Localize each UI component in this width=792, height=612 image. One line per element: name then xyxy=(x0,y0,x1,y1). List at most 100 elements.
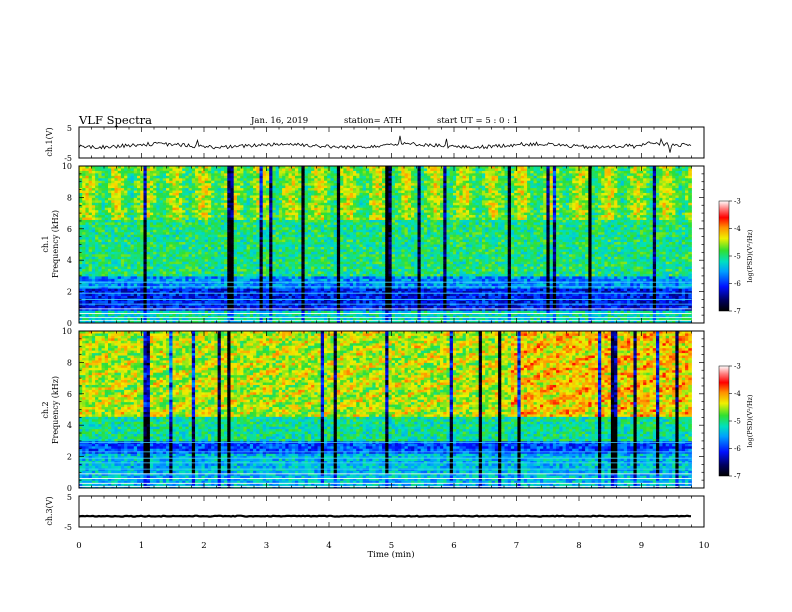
spectrogram-cell xyxy=(311,278,315,282)
spectrogram-cell xyxy=(137,202,141,206)
spectrogram-cell xyxy=(175,264,180,267)
spectrogram-cell xyxy=(265,308,270,312)
spectrogram-cell xyxy=(130,200,135,204)
spectrogram-cell xyxy=(108,298,112,302)
spectrogram-cell xyxy=(162,242,167,245)
spectrogram-cell xyxy=(298,237,302,240)
spectrogram-cell xyxy=(117,166,122,169)
spectrogram-cell xyxy=(178,219,183,223)
spectrogram-cell xyxy=(214,197,219,201)
spectrogram-cell xyxy=(198,266,202,270)
spectrogram-cell xyxy=(298,261,302,265)
spectrogram-cell xyxy=(243,318,248,321)
spectrogram-cell xyxy=(207,190,212,194)
spectrogram-cell xyxy=(137,170,141,174)
spectrogram-cell xyxy=(172,207,177,211)
spectrogram-cell xyxy=(127,178,131,182)
spectrogram-cell xyxy=(82,242,86,245)
spectrogram-cell xyxy=(224,256,228,260)
spectrogram-cell xyxy=(275,197,280,201)
spectrogram-cell xyxy=(230,283,235,287)
spectrogram-cell xyxy=(146,166,151,169)
spectrogram-cell xyxy=(149,168,154,172)
spectrogram-cell xyxy=(298,188,302,191)
spectrogram-cell xyxy=(169,266,173,270)
spectrogram-cell xyxy=(175,178,180,182)
spectrogram-cell xyxy=(269,202,273,206)
spectrogram-cell xyxy=(304,246,309,250)
spectrogram-cell xyxy=(146,197,151,201)
spectrogram-cell xyxy=(169,205,173,209)
spectrogram-cell xyxy=(246,266,251,270)
spectrogram-cell xyxy=(172,229,177,233)
spectrogram-cell xyxy=(111,180,115,184)
spectrogram-cell xyxy=(269,175,273,179)
spectrogram-cell xyxy=(127,192,131,196)
spectrogram-cell xyxy=(140,251,144,255)
spectrogram-cell xyxy=(143,227,148,231)
spectrogram-cell xyxy=(111,276,115,280)
spectrogram-cell xyxy=(178,259,183,263)
spectrogram-cell xyxy=(159,207,164,211)
spectrogram-cell xyxy=(198,288,202,292)
spectrogram-cell xyxy=(307,293,312,297)
spectrogram-cell xyxy=(282,246,286,250)
spectrogram-cell xyxy=(291,310,296,314)
spectrogram-cell xyxy=(262,166,267,169)
spectrogram-cell xyxy=(259,244,264,248)
spectrogram-cell xyxy=(185,293,189,297)
spectrogram-cell xyxy=(307,212,312,216)
spectrogram-cell xyxy=(130,298,135,302)
spectrogram-cell xyxy=(230,178,235,182)
spectrogram-cell xyxy=(185,308,189,312)
spectrogram-cell xyxy=(140,210,144,214)
spectrogram-cell xyxy=(275,192,280,196)
spectrogram-cell xyxy=(262,259,267,263)
spectrogram-cell xyxy=(95,273,99,277)
spectrogram-cell xyxy=(253,242,257,245)
spectrogram-cell xyxy=(124,212,128,216)
spectrogram-cell xyxy=(314,202,318,206)
spectrogram-cell xyxy=(288,173,293,177)
spectrogram-cell xyxy=(191,170,196,174)
spectrogram-cell xyxy=(265,205,270,209)
spectrogram-cell xyxy=(224,286,228,290)
spectrogram-cell xyxy=(243,229,248,233)
spectrogram-cell xyxy=(198,207,202,211)
spectrogram-cell xyxy=(301,237,306,240)
spectrogram-cell xyxy=(188,173,193,177)
spectrogram-cell xyxy=(214,259,219,263)
spectrogram-cell xyxy=(191,197,196,201)
spectrogram-cell xyxy=(133,190,138,194)
spectrogram-cell xyxy=(91,185,96,189)
spectrogram-cell xyxy=(282,305,286,309)
spectrogram-cell xyxy=(175,222,180,226)
spectrogram-cell xyxy=(111,320,115,324)
spectrogram-cell xyxy=(320,210,325,214)
spectrogram-cell xyxy=(262,273,267,277)
ch1-ytick-bottom: -5 xyxy=(64,154,72,163)
spectrogram-cell xyxy=(314,192,318,196)
spectrogram-cell xyxy=(153,180,157,184)
spectrogram-cell xyxy=(195,212,199,216)
spectrogram-cell xyxy=(311,249,315,253)
spectrogram-cell xyxy=(227,254,231,258)
spectrogram-cell xyxy=(246,288,251,292)
spectrogram-cell xyxy=(204,205,209,209)
spectrogram-cell xyxy=(230,219,235,223)
spectrogram-cell xyxy=(285,207,289,211)
spectrogram-cell xyxy=(188,269,193,272)
spectrogram-cell xyxy=(137,264,141,267)
spectrogram-cell xyxy=(307,256,312,260)
spectrogram-cell xyxy=(301,300,306,304)
spectrogram-cell xyxy=(91,234,96,238)
spectrogram-cell xyxy=(233,269,238,272)
figure-title: VLF Spectra xyxy=(78,113,152,127)
spectrogram-cell xyxy=(156,175,160,179)
spectrogram-cell xyxy=(91,202,96,206)
spectrogram-cell xyxy=(101,195,106,199)
spectrogram-cell xyxy=(320,273,325,277)
spectrogram-cell xyxy=(82,168,86,172)
spectrogram-cell xyxy=(275,300,280,304)
spectrogram-cell xyxy=(98,256,102,260)
